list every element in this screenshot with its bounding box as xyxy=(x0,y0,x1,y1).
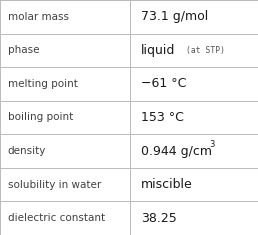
Text: 3: 3 xyxy=(209,140,214,149)
Text: dielectric constant: dielectric constant xyxy=(8,213,105,223)
Text: solubility in water: solubility in water xyxy=(8,180,101,190)
Text: boiling point: boiling point xyxy=(8,113,73,122)
Text: miscible: miscible xyxy=(141,178,192,191)
Text: 73.1 g/mol: 73.1 g/mol xyxy=(141,10,208,23)
Text: −61 °C: −61 °C xyxy=(141,77,186,90)
Text: 38.25: 38.25 xyxy=(141,212,176,225)
Text: phase: phase xyxy=(8,45,39,55)
Text: 153 °C: 153 °C xyxy=(141,111,183,124)
Text: melting point: melting point xyxy=(8,79,78,89)
Text: (at STP): (at STP) xyxy=(186,46,225,55)
Text: density: density xyxy=(8,146,46,156)
Text: 0.944 g/cm: 0.944 g/cm xyxy=(141,145,212,158)
Text: liquid: liquid xyxy=(141,44,175,57)
Text: molar mass: molar mass xyxy=(8,12,69,22)
